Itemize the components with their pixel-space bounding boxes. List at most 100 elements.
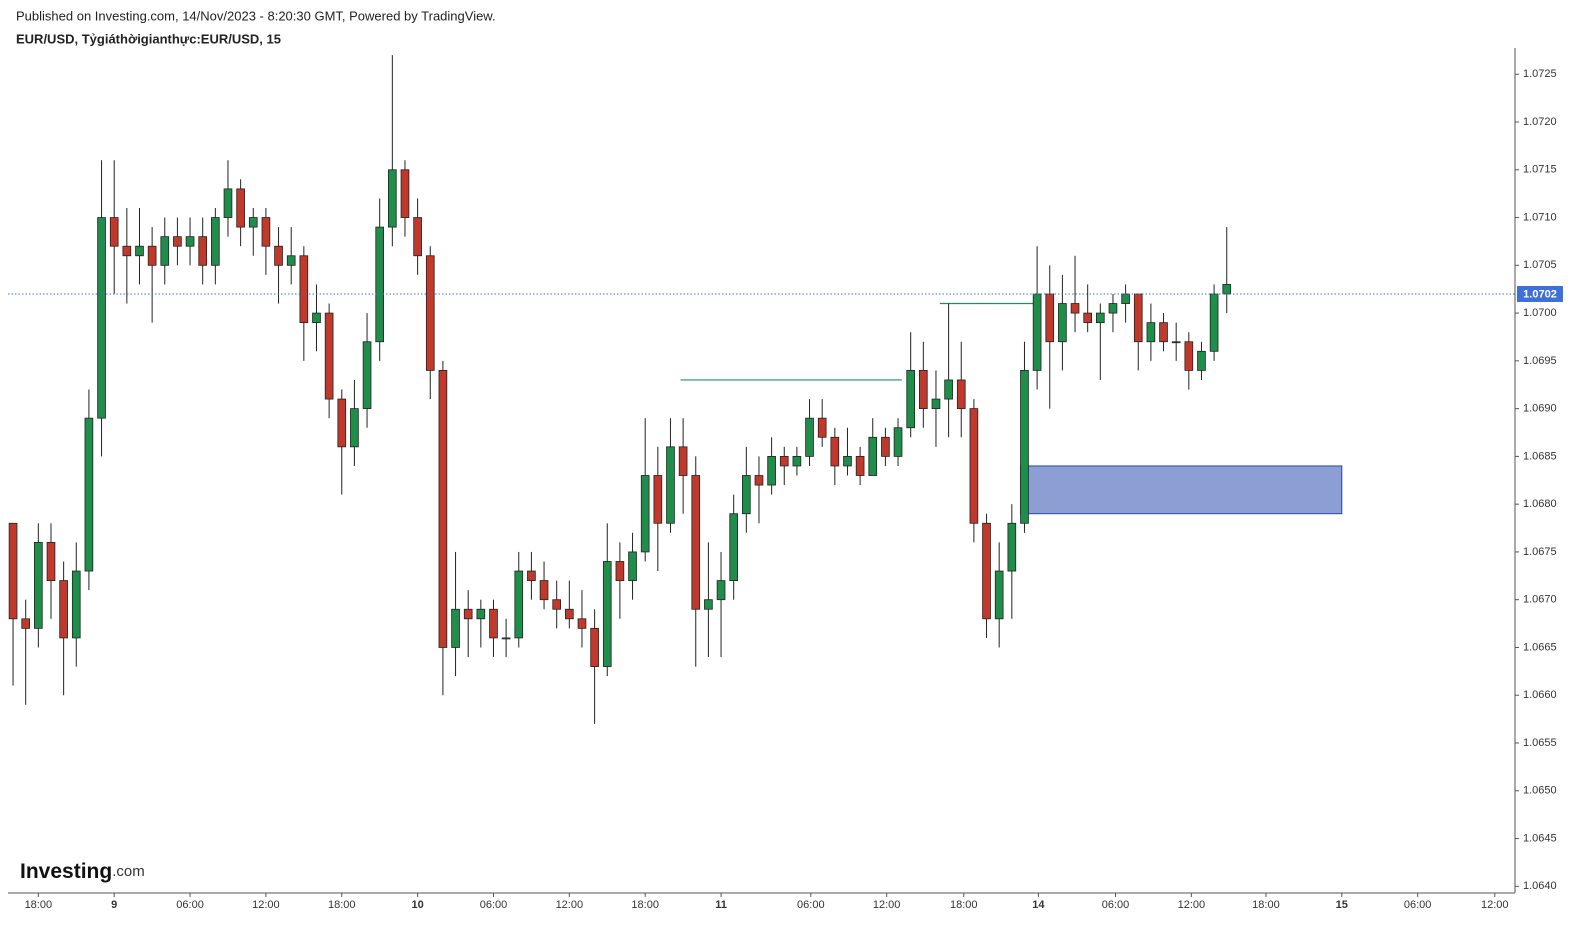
candle-body — [312, 312, 321, 324]
candle-body — [830, 436, 840, 467]
candle-body — [1184, 341, 1194, 371]
candle-body — [34, 541, 43, 629]
candle-body — [489, 608, 498, 639]
candle-body — [1096, 312, 1105, 324]
x-tick-label: 06:00 — [480, 899, 508, 911]
candle-body — [1070, 303, 1080, 314]
candle-body — [855, 455, 865, 476]
y-tick-label: 1.0715 — [1523, 164, 1557, 176]
x-tick-label: 10 — [411, 899, 423, 911]
x-tick-label: 18:00 — [950, 899, 978, 911]
candle-body — [248, 217, 258, 228]
x-tick-label: 12:00 — [1481, 899, 1509, 911]
candle-body — [1133, 293, 1143, 343]
candle-body — [931, 398, 941, 410]
candle-body — [1045, 293, 1055, 343]
candle-body — [565, 608, 574, 620]
candle-body — [906, 370, 916, 429]
candle-body — [590, 627, 599, 667]
x-tick-label: 18:00 — [328, 899, 356, 911]
candle-body — [602, 561, 612, 667]
y-tick-label: 1.0675 — [1523, 546, 1557, 558]
candle-body — [438, 370, 448, 648]
candle-body — [868, 436, 878, 476]
y-tick-label: 1.0655 — [1523, 737, 1557, 749]
chart-title: EUR/USD, Tỷgiáthờigianthực:EUR/USD, 15 — [16, 31, 281, 46]
candle-body — [881, 436, 890, 457]
y-tick-label: 1.0680 — [1523, 498, 1557, 510]
y-tick-label: 1.0710 — [1523, 211, 1557, 223]
candle-body — [792, 455, 802, 467]
x-tick-label: 12:00 — [873, 899, 901, 911]
y-tick-label: 1.0685 — [1523, 450, 1557, 462]
logo-suffix: .com — [112, 863, 145, 880]
candle-body — [135, 245, 144, 257]
x-tick-label: 12:00 — [1178, 899, 1206, 911]
x-tick-label: 9 — [111, 899, 117, 911]
y-tick-label: 1.0725 — [1523, 68, 1557, 80]
candle-body — [97, 217, 106, 419]
candle-body — [324, 312, 334, 400]
candle-body — [362, 341, 372, 410]
last-price-label: 1.0702 — [1523, 288, 1557, 300]
candle-body — [956, 379, 966, 410]
candle-body — [223, 188, 233, 218]
candle-body — [476, 608, 486, 620]
y-tick-label: 1.0645 — [1523, 832, 1557, 844]
candle-body — [21, 618, 31, 629]
candle-body — [299, 255, 309, 324]
zone — [1020, 465, 1343, 515]
candle-body — [413, 217, 422, 257]
y-tick-label: 1.0640 — [1523, 880, 1557, 892]
candle-body — [8, 522, 18, 620]
candle-body — [527, 570, 536, 581]
candle-body — [919, 370, 928, 410]
candle-body — [463, 608, 473, 620]
candle-body — [779, 455, 789, 467]
x-tick-label: 14 — [1032, 899, 1045, 911]
candle-body — [185, 236, 195, 247]
candle-body — [59, 580, 68, 639]
candle-body — [147, 245, 157, 266]
candle-body — [501, 637, 511, 640]
candle-body — [350, 408, 359, 448]
candle-body — [1209, 293, 1219, 352]
logo: Investing.com — [20, 860, 145, 883]
x-tick-label: 06:00 — [797, 899, 825, 911]
candle-body — [666, 446, 675, 524]
x-tick-label: 06:00 — [176, 899, 204, 911]
candle-body — [539, 580, 549, 601]
candle-body — [1171, 341, 1181, 344]
candle-body — [375, 226, 385, 343]
candle-body — [400, 169, 410, 218]
x-tick-label: 06:00 — [1102, 899, 1130, 911]
candle-body — [236, 188, 245, 228]
candle-body — [552, 599, 562, 610]
candle-body — [425, 255, 435, 371]
x-tick-label: 15 — [1336, 899, 1348, 911]
candle-body — [893, 427, 903, 457]
x-tick-label: 12:00 — [556, 899, 584, 911]
candle-body — [451, 608, 460, 648]
y-tick-label: 1.0660 — [1523, 689, 1557, 701]
candle-body — [969, 408, 979, 524]
x-tick-label: 12:00 — [252, 899, 280, 911]
candle-body — [1058, 303, 1067, 343]
candle-body — [640, 475, 650, 553]
y-tick-label: 1.0700 — [1523, 307, 1557, 319]
candle-body — [1108, 303, 1118, 314]
y-tick-label: 1.0720 — [1523, 116, 1557, 128]
logo-name: Investing — [20, 860, 112, 883]
candle-body — [160, 236, 170, 266]
candle-body — [716, 580, 726, 601]
candle-body — [1032, 293, 1042, 371]
candle-body — [729, 513, 739, 581]
y-tick-label: 1.0695 — [1523, 355, 1557, 367]
candle-body — [1146, 322, 1156, 343]
candle-body — [211, 217, 220, 266]
candle-body — [628, 551, 637, 581]
last-price-box — [1517, 285, 1563, 302]
candle-body — [261, 217, 271, 247]
candle-body — [1159, 322, 1168, 343]
